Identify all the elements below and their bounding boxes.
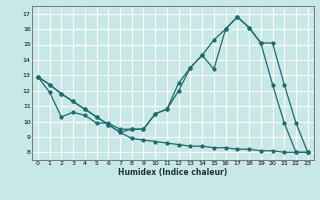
- X-axis label: Humidex (Indice chaleur): Humidex (Indice chaleur): [118, 168, 228, 177]
